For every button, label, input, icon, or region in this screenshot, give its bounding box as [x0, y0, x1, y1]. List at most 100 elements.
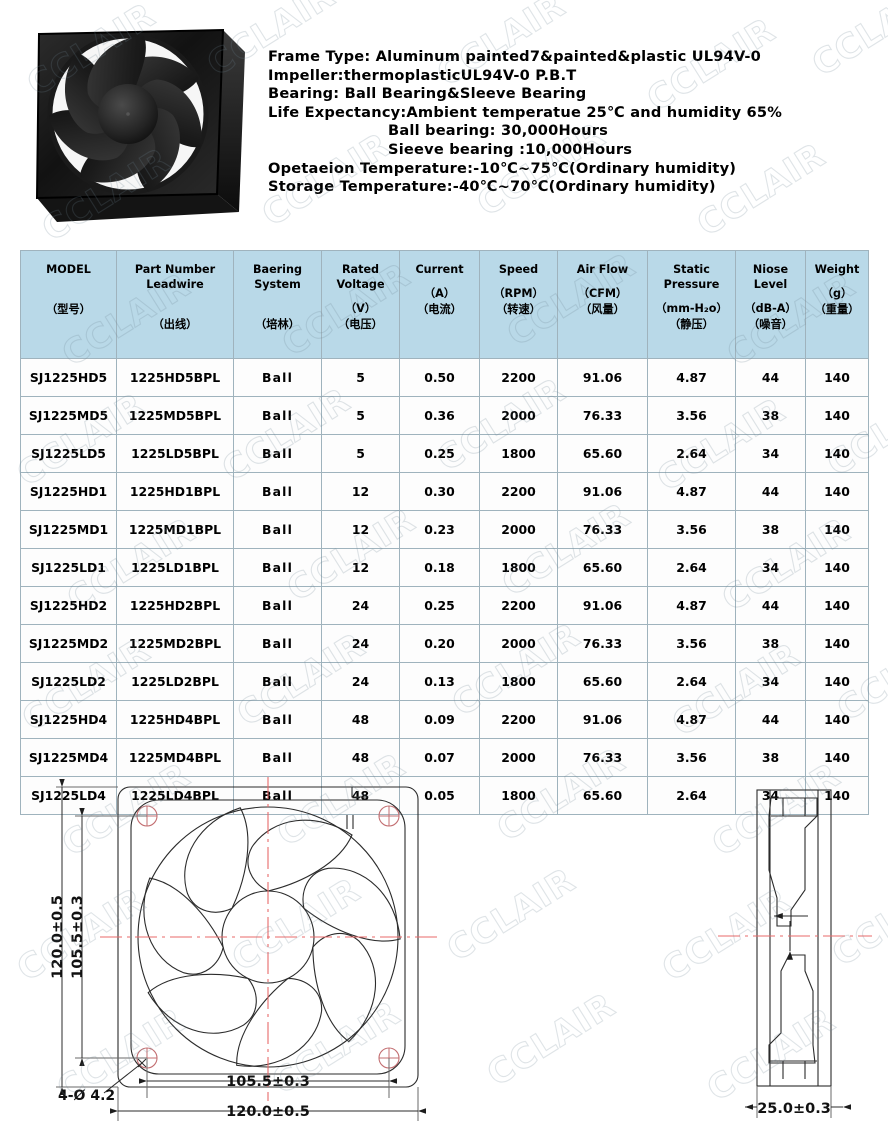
- table-cell-r1-c6: 2200: [479, 358, 558, 397]
- table-cell-r2-c1: SJ1225MD5: [20, 396, 117, 435]
- table-cell-r10-c3: Ball: [233, 700, 322, 739]
- table-col-header-5: Current （A） （电流）: [399, 250, 480, 359]
- table-cell-r7-c4: 24: [321, 586, 400, 625]
- table-cell-r8-c8: 3.56: [647, 624, 736, 663]
- spec-line-1: Frame Type: Aluminum painted7&painted&pl…: [268, 48, 762, 65]
- frame-outline: [35, 28, 225, 200]
- table-cell-r6-c5: 0.18: [399, 548, 480, 587]
- col-header-en: Air Flow: [576, 263, 629, 276]
- table-col-header-10: Weight （g） （重量）: [805, 250, 869, 359]
- col-header-en: Part Number Leadwire: [134, 263, 216, 291]
- table-cell-r3-c3: Ball: [233, 434, 322, 473]
- col-header-en: Niose Level: [752, 263, 789, 291]
- table-col-header-7: Air Flow （CFM） （风量）: [557, 250, 648, 359]
- table-cell-r5-c3: Ball: [233, 510, 322, 549]
- table-cell-r12-c7: 65.60: [557, 776, 648, 815]
- col-header-en: Weight: [814, 263, 860, 276]
- table-cell-r2-c6: 2000: [479, 396, 558, 435]
- col-header-en: Baering System: [253, 263, 302, 291]
- table-cell-r9-c10: 140: [805, 662, 869, 701]
- table-cell-r6-c4: 12: [321, 548, 400, 587]
- col-header-cn: （噪音）: [748, 318, 793, 331]
- table-cell-r5-c2: 1225MD1BPL: [116, 510, 234, 549]
- table-cell-r12-c6: 1800: [479, 776, 558, 815]
- table-cell-r11-c7: 76.33: [557, 738, 648, 777]
- dim-text-thickness: 25.0±0.3: [757, 1101, 831, 1117]
- table-cell-r4-c9: 44: [735, 472, 806, 511]
- table-header-row: MODEL （型号） Part Number Leadwire （出线） Baeri…: [20, 250, 869, 359]
- front-view-dimensions: [56, 779, 426, 1121]
- table-cell-r12-c4: 48: [321, 776, 400, 815]
- product-photo: [27, 26, 259, 228]
- col-header-en: MODEL: [46, 263, 91, 276]
- col-header-en: Speed: [498, 263, 539, 276]
- table-cell-r6-c1: SJ1225LD1: [20, 548, 117, 587]
- table-cell-r4-c2: 1225HD1BPL: [116, 472, 234, 511]
- fan-specification-table: MODEL （型号） Part Number Leadwire （出线） Baeri…: [20, 250, 869, 815]
- table-cell-r1-c9: 44: [735, 358, 806, 397]
- table-cell-r7-c9: 44: [735, 586, 806, 625]
- table-cell-r2-c3: Ball: [233, 396, 322, 435]
- specification-text-block: Frame Type: Aluminum painted7&painted&pl…: [268, 48, 880, 197]
- table-cell-r10-c2: 1225HD4BPL: [116, 700, 234, 739]
- col-header-cn: （转速）: [496, 303, 541, 316]
- col-header-en: Static Pressure: [663, 263, 720, 291]
- table-cell-r3-c4: 5: [321, 434, 400, 473]
- table-cell-r1-c2: 1225HD5BPL: [116, 358, 234, 397]
- table-cell-r4-c4: 12: [321, 472, 400, 511]
- table-row: SJ1225LD1 1225LD1BPL Ball 12 0.18 1800 65.60 2.…: [20, 548, 869, 587]
- col-header-cn: （电流）: [417, 303, 462, 316]
- table-cell-r2-c10: 140: [805, 396, 869, 435]
- dim-text-width-outer: 120.0±0.5: [226, 1104, 310, 1120]
- col-header-cn: （风量）: [580, 303, 625, 316]
- centerlines: [100, 777, 438, 1101]
- blade-outlines: [143, 807, 401, 1067]
- table-cell-r2-c4: 5: [321, 396, 400, 435]
- table-cell-r5-c1: SJ1225MD1: [20, 510, 117, 549]
- table-col-header-6: Speed （RPM） （转速）: [479, 250, 558, 359]
- col-header-cn: （出线）: [152, 318, 198, 331]
- col-header-unit: [117, 301, 233, 316]
- table-cell-r3-c9: 34: [735, 434, 806, 473]
- col-header-unit: [234, 301, 321, 316]
- table-cell-r4-c1: SJ1225HD1: [20, 472, 117, 511]
- table-cell-r2-c5: 0.36: [399, 396, 480, 435]
- col-header-unit: [21, 286, 116, 301]
- table-cell-r3-c5: 0.25: [399, 434, 480, 473]
- table-cell-r11-c5: 0.07: [399, 738, 480, 777]
- table-row: SJ1225LD4 1225LD4BPL Ball 48 0.05 1800 65.60 2.…: [20, 776, 869, 815]
- spec-line-7: Opetaeion Temperature:-10℃~75℃(Ordinary …: [268, 159, 737, 177]
- table-cell-r9-c7: 65.60: [557, 662, 648, 701]
- col-header-cn: （培林）: [255, 318, 300, 331]
- table-cell-r7-c3: Ball: [233, 586, 322, 625]
- col-header-unit: （V）: [344, 302, 377, 315]
- table-cell-r3-c7: 65.60: [557, 434, 648, 473]
- table-cell-r9-c3: Ball: [233, 662, 322, 701]
- table-col-header-3: Baering System （培林）: [233, 250, 322, 359]
- table-row: SJ1225MD5 1225MD5BPL Ball 5 0.36 2000 76.33 3.5…: [20, 396, 869, 435]
- table-cell-r10-c4: 48: [321, 700, 400, 739]
- col-header-unit: （CFM）: [577, 287, 628, 300]
- table-row: SJ1225HD5 1225HD5BPL Ball 5 0.50 2200 91.06 4.8…: [20, 358, 869, 397]
- table-col-header-8: Static Pressure （mm-H₂o） （静压）: [647, 250, 736, 359]
- table-cell-r6-c6: 1800: [479, 548, 558, 587]
- table-cell-r3-c10: 140: [805, 434, 869, 473]
- dim-text-width-inner: 105.5±0.3: [226, 1074, 310, 1090]
- table-col-header-2: Part Number Leadwire （出线）: [116, 250, 234, 359]
- table-cell-r1-c7: 91.06: [557, 358, 648, 397]
- table-col-header-9: Niose Level （dB-A） （噪音）: [735, 250, 806, 359]
- table-cell-r6-c2: 1225LD1BPL: [116, 548, 234, 587]
- table-cell-r4-c8: 4.87: [647, 472, 736, 511]
- col-header-unit: （mm-H₂o）: [655, 302, 728, 315]
- table-cell-r11-c8: 3.56: [647, 738, 736, 777]
- table-cell-r7-c7: 91.06: [557, 586, 648, 625]
- table-cell-r12-c5: 0.05: [399, 776, 480, 815]
- table-cell-r9-c1: SJ1225LD2: [20, 662, 117, 701]
- table-row: SJ1225HD2 1225HD2BPL Ball 24 0.25 2200 91.06 4.…: [20, 586, 869, 625]
- table-cell-r8-c2: 1225MD2BPL: [116, 624, 234, 663]
- fan-photo-svg: [35, 28, 245, 222]
- table-cell-r12-c8: 2.64: [647, 776, 736, 815]
- table-cell-r8-c10: 140: [805, 624, 869, 663]
- table-cell-r10-c7: 91.06: [557, 700, 648, 739]
- venturi-ring: [47, 33, 209, 195]
